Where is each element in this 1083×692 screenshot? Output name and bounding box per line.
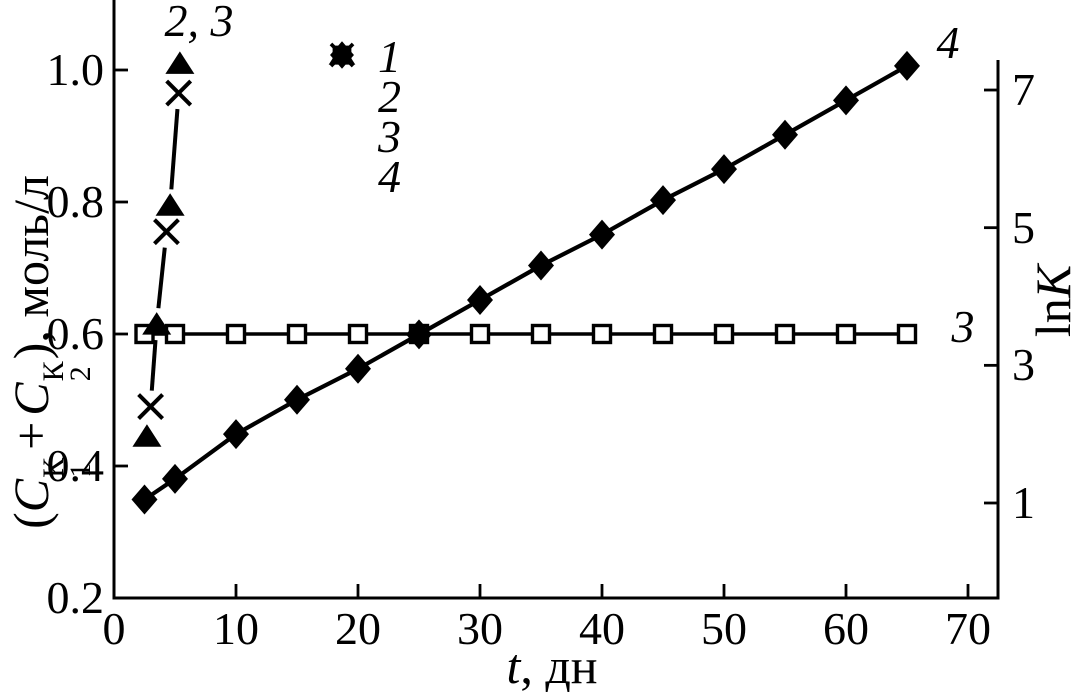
filled-diamond-marker xyxy=(406,319,432,350)
open-square-marker xyxy=(469,323,491,345)
right-tick-label: 7 xyxy=(1012,64,1035,116)
curve-label-3: 3 xyxy=(951,301,975,352)
left-axis-title-c1: C xyxy=(3,478,59,513)
filled-triangle-marker xyxy=(155,193,185,216)
filled-diamond-icon xyxy=(330,41,354,69)
series-4-markers xyxy=(131,50,920,515)
x-cross-marker xyxy=(165,79,193,107)
open-square-marker xyxy=(530,323,552,345)
filled-diamond-marker xyxy=(162,463,188,494)
filled-diamond-marker xyxy=(284,384,310,415)
right-axis-title: lnK xyxy=(1025,221,1081,381)
legend-label-1: 1 xyxy=(378,31,401,82)
left-axis-title-units: ), моль/л xyxy=(3,175,59,360)
c2-subscript: 2 xyxy=(64,366,97,382)
filled-diamond-marker xyxy=(223,419,249,450)
legend: 1 2 3 4 xyxy=(322,31,401,202)
filled-triangle-marker xyxy=(165,51,195,74)
x-tick-label: 70 xyxy=(945,603,991,654)
legend-label-3: 3 xyxy=(378,111,401,162)
series-2-markers xyxy=(132,51,195,447)
x-tick-label: 50 xyxy=(701,603,747,654)
series-2-3-connector xyxy=(169,108,180,190)
right-axis-title-K: K xyxy=(1025,264,1081,299)
left-axis-title: (C К 1 +C К 2), моль/л xyxy=(3,132,97,572)
filled-diamond-marker xyxy=(833,85,859,116)
legend-item-4: 4 xyxy=(322,41,401,202)
curve-label-4: 4 xyxy=(936,17,960,68)
filled-diamond-marker xyxy=(467,284,493,315)
filled-diamond-marker xyxy=(330,41,354,69)
filled-diamond-marker xyxy=(650,185,676,216)
filled-diamond-marker xyxy=(711,154,737,185)
x-cross-icon xyxy=(322,42,362,154)
filled-diamond-marker xyxy=(131,484,158,515)
x-tick-label: 40 xyxy=(579,603,625,654)
open-square-marker xyxy=(591,323,613,345)
filled-diamond-marker xyxy=(772,119,798,150)
x-axis-title-t: t xyxy=(506,638,521,692)
x-axis-title-units: , дн xyxy=(520,638,598,692)
c1-subscript: 1 xyxy=(64,462,97,478)
series-4-line xyxy=(143,64,909,502)
x-cross-marker xyxy=(153,218,180,246)
x-tick-label: 20 xyxy=(335,603,381,654)
left-tick-label: 0.8 xyxy=(46,176,105,227)
filled-triangle-marker xyxy=(132,424,162,447)
x-cross-marker xyxy=(137,393,165,421)
open-square-marker xyxy=(225,323,247,345)
legend-label-4: 4 xyxy=(378,151,401,202)
open-square-marker xyxy=(347,323,369,345)
open-square-marker xyxy=(896,323,918,345)
left-axis-title-c2: C xyxy=(3,382,59,416)
legend-label-2: 2 xyxy=(378,71,401,122)
x-tick-label: 60 xyxy=(823,603,869,654)
open-square-marker xyxy=(774,323,796,345)
left-axis-title-plus: + xyxy=(3,421,59,450)
filled-diamond-marker xyxy=(528,250,554,281)
series-3-markers xyxy=(137,79,193,421)
open-square-marker xyxy=(286,323,308,345)
c2-superscript: К xyxy=(37,361,70,382)
x-tick-label: 0 xyxy=(102,603,126,654)
filled-diamond-marker xyxy=(894,50,920,81)
right-tick-label: 5 xyxy=(1012,201,1035,253)
left-tick-label: 0.4 xyxy=(46,440,105,491)
right-tick-label: 3 xyxy=(1012,339,1035,391)
filled-triangle-icon xyxy=(322,43,362,114)
series-2-3-connector xyxy=(149,339,158,391)
series-2-3-connector xyxy=(156,247,167,309)
right-tick-label: 1 xyxy=(1012,477,1035,528)
curve-label-2-3: 2, 3 xyxy=(164,0,234,46)
x-tick-label: 10 xyxy=(213,603,259,654)
left-tick-label: 1.0 xyxy=(46,44,105,95)
left-axis-title-open: ( xyxy=(3,512,59,529)
open-square-marker xyxy=(835,323,857,345)
right-axis-title-ln: ln xyxy=(1025,298,1081,338)
x-tick-label: 30 xyxy=(457,603,503,654)
left-tick-label: 0.2 xyxy=(46,572,105,623)
x-axis-title: t, дн xyxy=(452,638,652,692)
left-tick-label: 0.6 xyxy=(46,308,105,359)
open-square-marker xyxy=(713,323,735,345)
filled-diamond-marker xyxy=(345,353,371,384)
filled-diamond-marker xyxy=(589,219,615,250)
filled-triangle-marker xyxy=(142,312,172,335)
c1-superscript: К xyxy=(37,457,70,478)
open-square-marker xyxy=(652,323,674,345)
filled-diamond-icon xyxy=(322,41,362,194)
